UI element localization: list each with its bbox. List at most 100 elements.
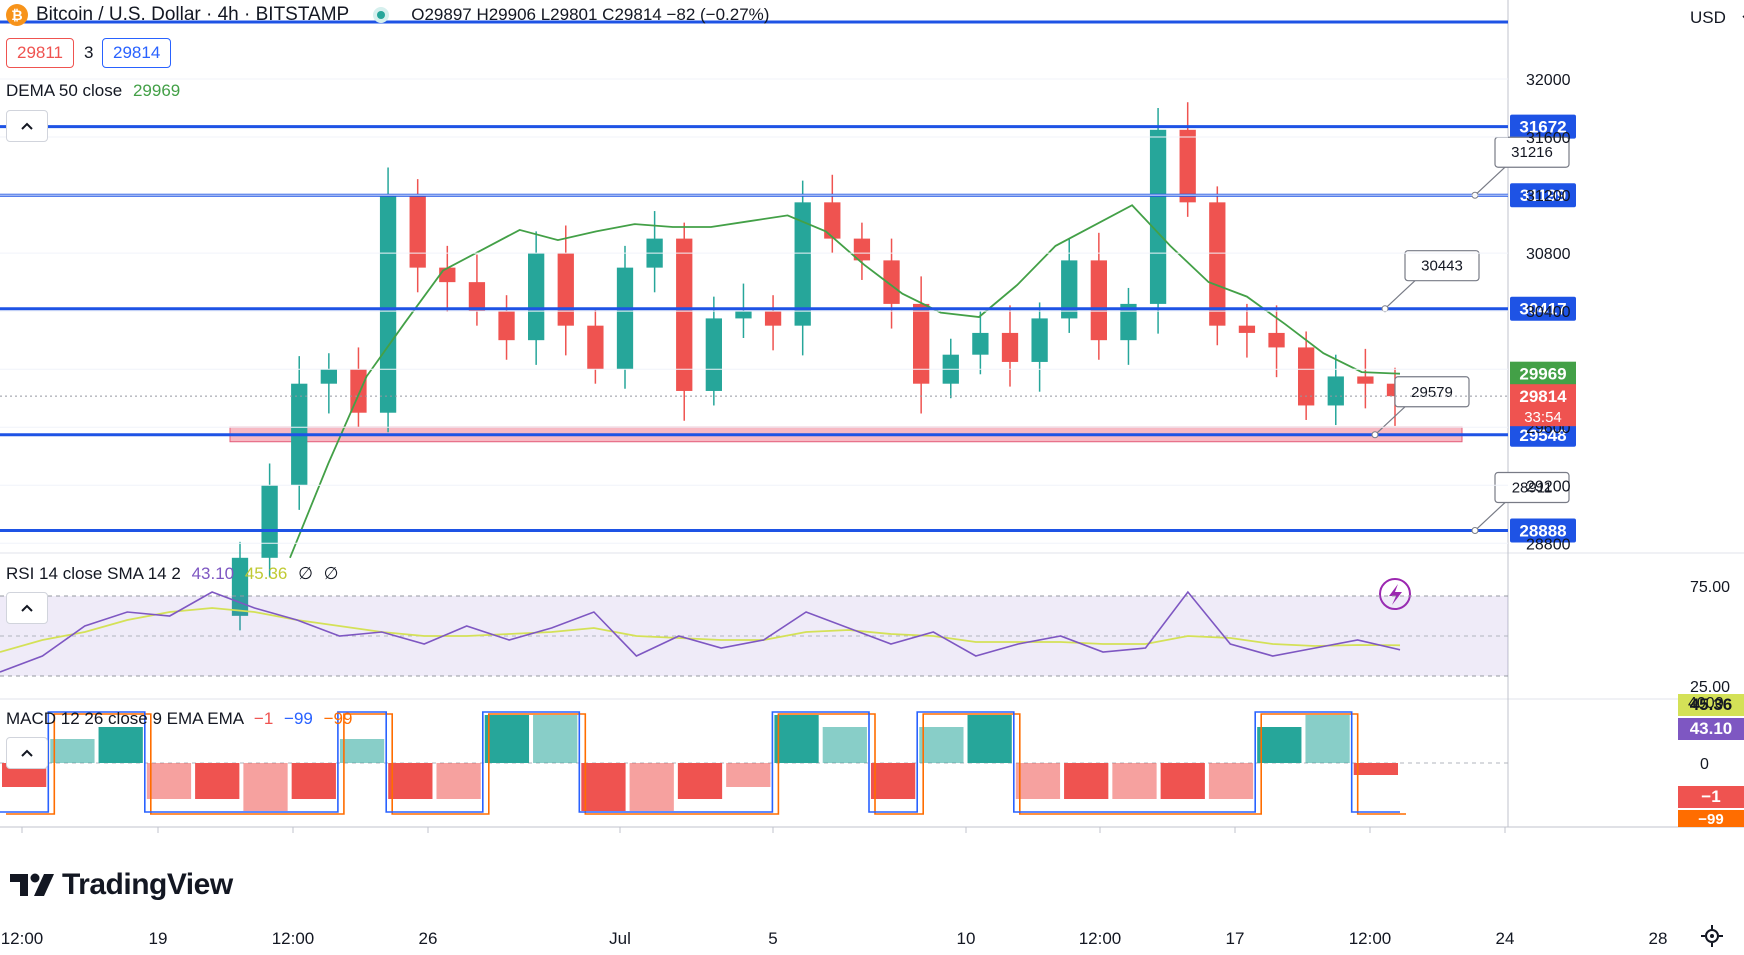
candle[interactable] [557,253,574,326]
macd-histogram-bar[interactable] [967,715,1012,763]
time-axis-tick-label: 17 [1226,929,1245,948]
macd-histogram-bar[interactable] [1015,763,1061,799]
time-axis-tick-label: 12:00 [1079,929,1122,948]
candle[interactable] [616,267,634,370]
candle[interactable] [528,253,545,341]
callout-box[interactable] [1494,136,1570,168]
tradingview-logo[interactable]: TradingView [10,868,233,902]
candle[interactable] [320,369,337,384]
level-price-tag [1510,518,1576,543]
macd-histogram-bar[interactable] [98,727,143,763]
lightning-icon[interactable] [1379,578,1411,610]
callout-box[interactable] [1494,471,1570,504]
macd-histogram-bar[interactable] [726,763,771,787]
macd-histogram-bar[interactable] [677,763,723,799]
collapse-rsi-legend-button[interactable] [6,592,48,624]
chart-settings-button[interactable] [1700,924,1724,953]
symbol-title[interactable]: Bitcoin / U.S. Dollar · 4h · BITSTAMP [36,4,350,25]
collapse-macd-legend-button[interactable] [6,737,48,769]
time-axis-tick-label: 12:00 [1,929,44,948]
collapse-main-legend-button[interactable] [6,110,48,142]
candle[interactable] [1238,325,1256,333]
candle[interactable] [439,267,456,283]
price-axis-tick-label: 30800 [1526,246,1571,263]
candle[interactable] [1031,318,1048,362]
rsi-tag [1678,718,1744,740]
market-status-icon[interactable] [373,7,390,23]
buy-price-box[interactable]: 29814 [102,38,172,68]
callout-box[interactable] [1394,376,1470,408]
sell-price-box[interactable]: 29811 [6,38,75,68]
candle[interactable] [1120,303,1137,341]
candle[interactable] [972,332,989,355]
candle[interactable] [1179,129,1196,203]
level-price-tag [1510,114,1576,139]
candle[interactable] [498,311,515,341]
macd-histogram-bar[interactable] [870,763,916,799]
candle[interactable] [1061,260,1078,319]
bitcoin-logo-icon: ₿ [6,4,28,26]
macd-histogram-bar[interactable] [774,715,819,763]
time-axis-tick-label: 5 [768,929,777,948]
macd-histogram-bar[interactable] [1208,763,1254,799]
macd-histogram-bar[interactable] [195,763,240,799]
candle[interactable] [1268,332,1285,348]
candle[interactable] [1209,202,1226,326]
candle[interactable] [853,238,871,261]
candle[interactable] [764,311,782,326]
candle[interactable] [705,318,722,391]
candle[interactable] [1327,376,1344,406]
candle[interactable] [379,195,397,413]
callout-box[interactable] [1404,250,1480,282]
rsi-line [0,590,1401,673]
candle[interactable] [1001,332,1019,362]
candle[interactable] [261,485,278,558]
macd-histogram-bar[interactable] [1064,763,1109,799]
macd-histogram-bar[interactable] [291,763,336,799]
macd-histogram-bar[interactable] [1257,727,1302,763]
level-price-tag [1510,183,1576,208]
macd-histogram-bar[interactable] [919,727,964,763]
candle[interactable] [1298,347,1315,406]
rsi-tag-text: 43.10 [1690,719,1733,738]
currency-selector[interactable]: USD [1690,8,1744,28]
candle[interactable] [735,311,752,319]
macd-hist-value: −1 [253,709,274,728]
candle[interactable] [794,202,811,326]
macd-histogram-bar[interactable] [581,763,626,811]
level-price-tag-text: 28888 [1519,522,1566,541]
macd-histogram-bar[interactable] [1353,763,1398,775]
dema-price-tag-text: 29969 [1519,365,1566,384]
callout-leader [1474,166,1506,196]
candle[interactable] [824,202,841,239]
macd-histogram-bar[interactable] [533,715,578,763]
candle[interactable] [676,238,693,391]
macd-histogram-bar[interactable] [50,739,95,763]
macd-histogram-bar[interactable] [436,763,481,799]
candle[interactable] [913,303,930,384]
macd-histogram-bar[interactable] [484,715,530,763]
macd-histogram-bar[interactable] [388,763,433,799]
candle[interactable] [409,195,426,268]
spread-value: 3 [84,43,94,62]
macd-histogram-bar[interactable] [1112,763,1157,799]
candle[interactable] [1090,260,1107,341]
candle[interactable] [587,325,604,370]
macd-histogram-bar[interactable] [339,739,385,763]
level-price-tag-text: 31672 [1519,118,1566,137]
macd-histogram-bar[interactable] [629,763,674,811]
candle[interactable] [1357,376,1374,384]
macd-histogram-bar[interactable] [243,763,288,811]
bar-countdown-text: 33:54 [1524,409,1562,426]
macd-histogram-bar[interactable] [1305,715,1350,763]
candle[interactable] [883,260,900,304]
callout-text: 29579 [1411,384,1453,401]
macd-histogram-bar[interactable] [1160,763,1205,799]
macd-signal-value: −99 [323,709,353,728]
candle[interactable] [1149,129,1167,304]
macd-histogram-bar[interactable] [146,763,192,799]
candle[interactable] [350,369,367,413]
macd-histogram-bar[interactable] [822,727,867,763]
candle[interactable] [468,282,486,312]
